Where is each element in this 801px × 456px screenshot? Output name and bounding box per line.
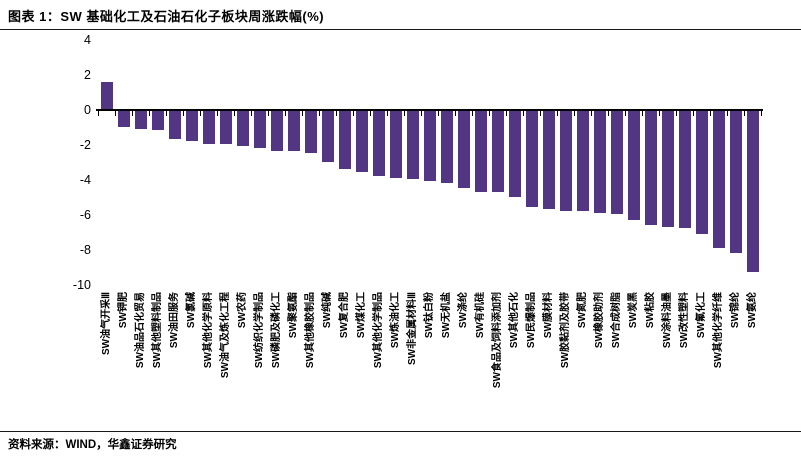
x-axis-tick: [676, 111, 677, 116]
x-axis-tick: [523, 111, 524, 116]
x-axis-tick: [234, 111, 235, 116]
top-divider: [0, 29, 801, 30]
x-axis-tick: [591, 111, 592, 116]
bar: [627, 111, 640, 220]
bar: [508, 111, 521, 197]
bar: [593, 111, 606, 213]
y-tick-label: 0: [84, 103, 91, 117]
x-axis-tick: [472, 111, 473, 116]
x-axis-tick: [608, 111, 609, 116]
x-axis-tick: [200, 111, 201, 116]
y-tick-label: -4: [79, 173, 91, 187]
x-axis-tick: [336, 111, 337, 116]
y-tick-label: -6: [79, 208, 91, 222]
x-axis-tick: [438, 111, 439, 116]
y-tick-label: 2: [84, 68, 91, 82]
x-axis-tick: [302, 111, 303, 116]
x-axis-tick: [132, 111, 133, 116]
x-axis-tick: [217, 111, 218, 116]
x-axis-tick: [574, 111, 575, 116]
y-tick-label: -10: [72, 278, 91, 292]
x-axis-tick: [115, 111, 116, 116]
x-axis-tick: [710, 111, 711, 116]
x-axis-line: [96, 109, 763, 111]
bar: [712, 111, 725, 248]
x-axis-tick: [744, 111, 745, 116]
x-axis-tick: [455, 111, 456, 116]
bar: [440, 111, 453, 183]
y-tick-label: -8: [79, 243, 91, 257]
x-axis-tick: [251, 111, 252, 116]
x-axis-tick: [540, 111, 541, 116]
x-axis-tick: [183, 111, 184, 116]
bar: [474, 111, 487, 192]
bar-chart-plot: 4 2 0 -2 -4 -6 -8 -10 SW油气开采Ⅲ SW钾肥 SW油品石化贸易 SW其他塑料…: [72, 33, 763, 388]
bar: [270, 111, 283, 152]
bar: [423, 111, 436, 181]
bar: [304, 111, 317, 153]
bar: [457, 111, 470, 188]
bar: [185, 111, 198, 141]
x-axis-tick: [659, 111, 660, 116]
x-axis-tick: [625, 111, 626, 116]
bar: [355, 111, 368, 173]
x-axis-tick: [693, 111, 694, 116]
bar: [729, 111, 742, 253]
bar: [372, 111, 385, 176]
bottom-divider: [0, 431, 801, 432]
chart-title: 图表 1：SW 基础化工及石油石化子板块周涨跌幅(%): [8, 9, 325, 24]
x-axis-tick: [557, 111, 558, 116]
bar: [253, 111, 266, 148]
bar: [559, 111, 572, 211]
source-note: 资料来源：WIND，华鑫证券研究: [8, 439, 177, 451]
x-axis-tick: [506, 111, 507, 116]
bar: [236, 111, 249, 146]
x-axis-tick: [319, 111, 320, 116]
y-tick-label: -2: [79, 138, 91, 152]
bar: [287, 111, 300, 152]
bar: [321, 111, 334, 162]
bar: [610, 111, 623, 215]
bar: [406, 111, 419, 180]
x-axis-tick: [166, 111, 167, 116]
y-tick-label: 4: [84, 33, 91, 47]
bar: [117, 111, 130, 127]
x-axis-tick: [353, 111, 354, 116]
bar: [389, 111, 402, 178]
x-axis-tick: [761, 111, 762, 116]
bar: [134, 111, 147, 129]
bar: [644, 111, 657, 225]
x-axis-tick: [149, 111, 150, 116]
bar: [695, 111, 708, 234]
x-axis-tick: [489, 111, 490, 116]
x-axis-tick: [727, 111, 728, 116]
bar: [542, 111, 555, 209]
x-axis-tick: [370, 111, 371, 116]
bar: [168, 111, 181, 139]
bar: [678, 111, 691, 229]
bar: [338, 111, 351, 169]
bar: [525, 111, 538, 208]
bar: [219, 111, 232, 145]
bar: [491, 111, 504, 192]
bar: [100, 82, 113, 110]
x-axis-tick: [268, 111, 269, 116]
bar: [576, 111, 589, 211]
x-axis-tick: [387, 111, 388, 116]
x-axis-tick: [421, 111, 422, 116]
x-axis-tick: [98, 111, 99, 116]
bar: [202, 111, 215, 145]
bar: [661, 111, 674, 227]
x-axis-tick: [642, 111, 643, 116]
bar: [151, 111, 164, 131]
x-axis-tick: [285, 111, 286, 116]
bar: [746, 111, 759, 272]
x-axis-tick: [404, 111, 405, 116]
